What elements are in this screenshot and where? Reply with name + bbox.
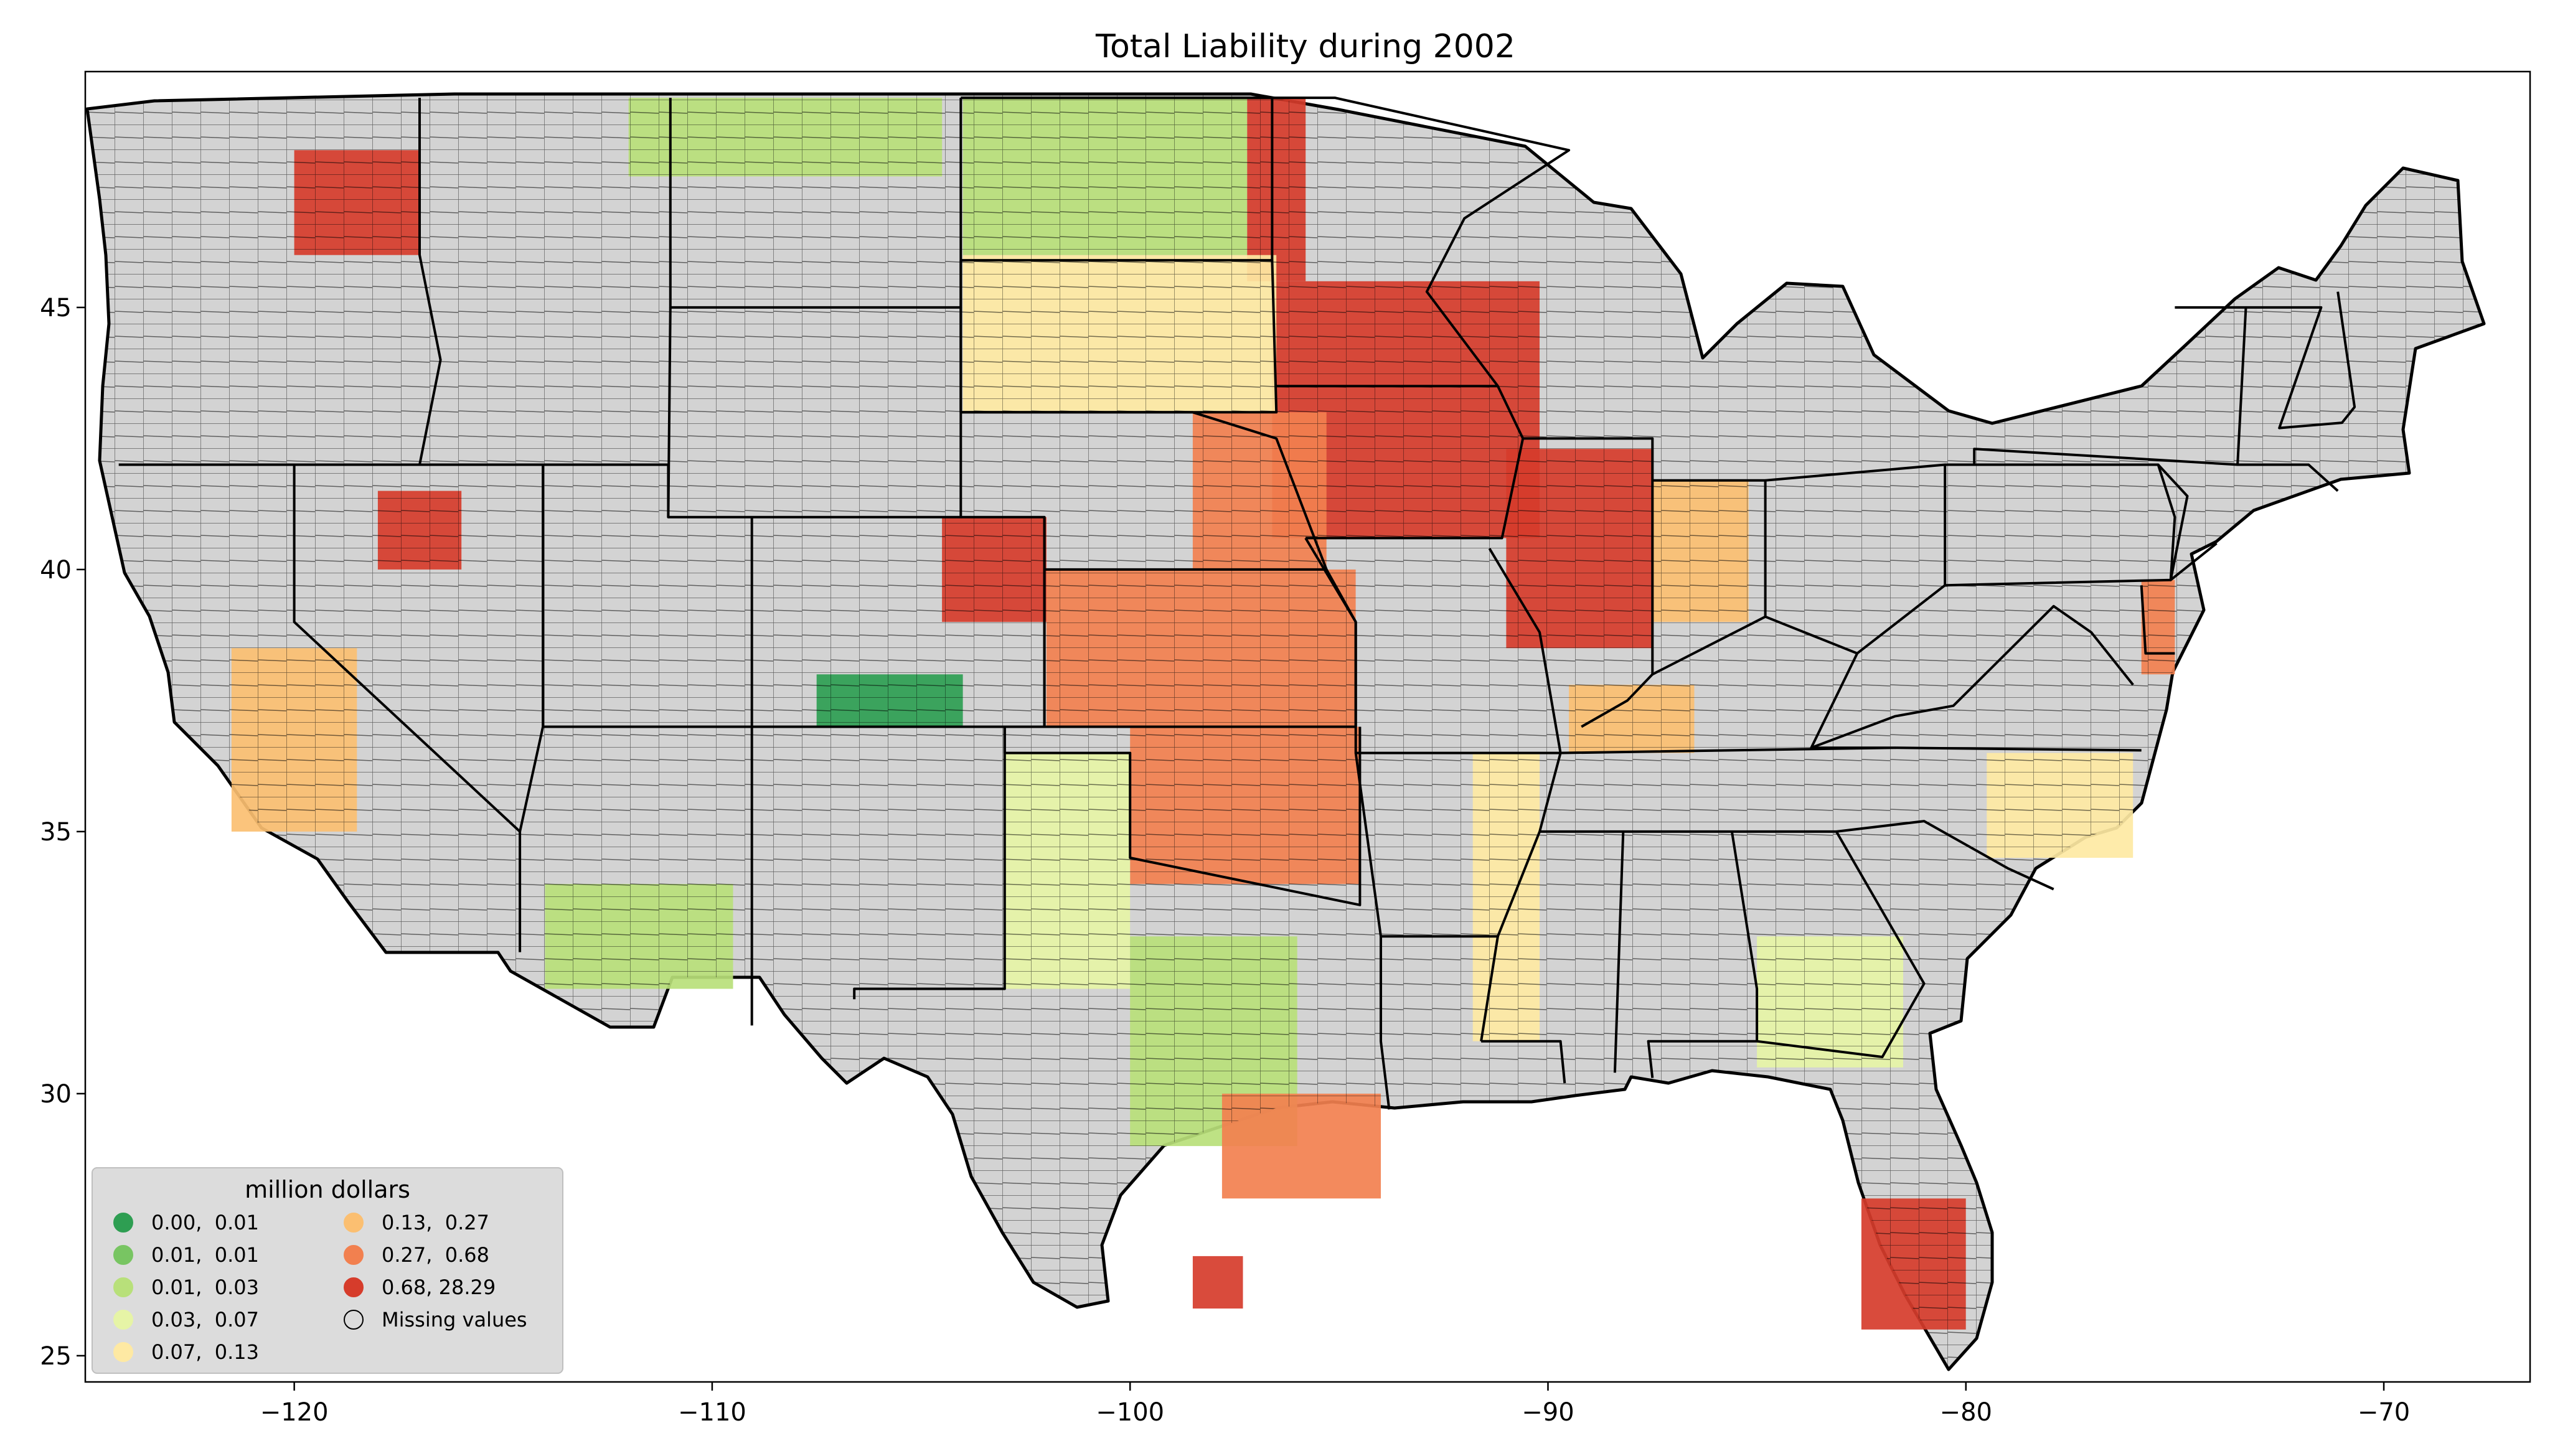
legend-swatch: [344, 1245, 364, 1265]
legend-label: 0.03, 0.07: [151, 1308, 259, 1332]
state-border-1: [669, 98, 962, 309]
x-tick-label: −80: [1940, 1398, 1992, 1427]
y-tick-label: 45: [40, 294, 72, 322]
state-border-30: [1810, 604, 2134, 749]
state-border-18: [1652, 479, 1767, 676]
legend-label: 0.00, 0.01: [151, 1211, 259, 1234]
legend-label: Missing values: [382, 1308, 527, 1332]
state-border-22: [1481, 1040, 1566, 1084]
legend-swatch: [113, 1310, 133, 1330]
state-border-34: [2246, 291, 2356, 430]
x-tick-label: −70: [2358, 1398, 2410, 1427]
state-border-13: [1003, 726, 1362, 906]
state-border-28: [1836, 820, 2054, 891]
legend-label: 0.27, 0.68: [382, 1243, 489, 1267]
x-axis: −120 −110 −100 −90 −80 −70: [260, 1382, 2410, 1427]
legend-swatch: [113, 1342, 133, 1362]
x-tick-label: −120: [260, 1398, 329, 1427]
x-tick-label: −110: [678, 1398, 746, 1427]
legend: million dollars 0.00, 0.01 0.01, 0.01 0.01…: [92, 1167, 563, 1374]
x-tick-label: −90: [1522, 1398, 1574, 1427]
state-border-9: [961, 96, 1274, 262]
state-border-15: [1272, 96, 1571, 387]
legend-title: million dollars: [245, 1176, 410, 1203]
legend-label: 0.07, 0.13: [151, 1340, 259, 1364]
y-tick-label: 35: [40, 818, 72, 847]
chart-title: Total Liability during 2002: [1095, 28, 1515, 65]
legend-label: 0.13, 0.27: [382, 1211, 489, 1234]
region-lower-rio-grande-valley: [1192, 1256, 1243, 1309]
state-border-23: [1480, 936, 1499, 1042]
legend-swatch: [113, 1213, 133, 1233]
y-axis: 25 30 35 40 45: [40, 294, 85, 1371]
state-border-31: [1945, 463, 2176, 587]
legend-label: 0.68, 28.29: [382, 1275, 496, 1299]
state-border-35: [2157, 464, 2218, 581]
legend-label: 0.01, 0.03: [151, 1275, 259, 1299]
state-border-25: [1623, 830, 1759, 1078]
state-border-36: [2140, 585, 2175, 655]
state-border-3: [420, 463, 670, 517]
legend-swatch: [344, 1310, 364, 1330]
state-border-29: [1894, 746, 2142, 752]
state-border-27: [1560, 652, 1896, 754]
state-border-8: [853, 726, 1006, 1000]
state-border-26: [1731, 830, 1926, 1058]
legend-swatch: [113, 1245, 133, 1265]
y-tick-label: 25: [40, 1342, 72, 1371]
state-border-33: [2237, 463, 2339, 492]
legend-label: 0.01, 0.01: [151, 1243, 259, 1267]
legend-swatch: [113, 1277, 133, 1297]
state-border-4: [293, 464, 522, 952]
legend-swatch: [344, 1213, 364, 1233]
state-borders: [118, 96, 2356, 1110]
legend-box: [92, 1167, 563, 1374]
y-tick-label: 40: [40, 556, 72, 585]
y-tick-label: 30: [40, 1080, 72, 1109]
state-border-16: [1304, 537, 1562, 754]
legend-swatch: [344, 1277, 364, 1297]
x-tick-label: −100: [1096, 1398, 1164, 1427]
state-border-21: [1380, 936, 1391, 1110]
